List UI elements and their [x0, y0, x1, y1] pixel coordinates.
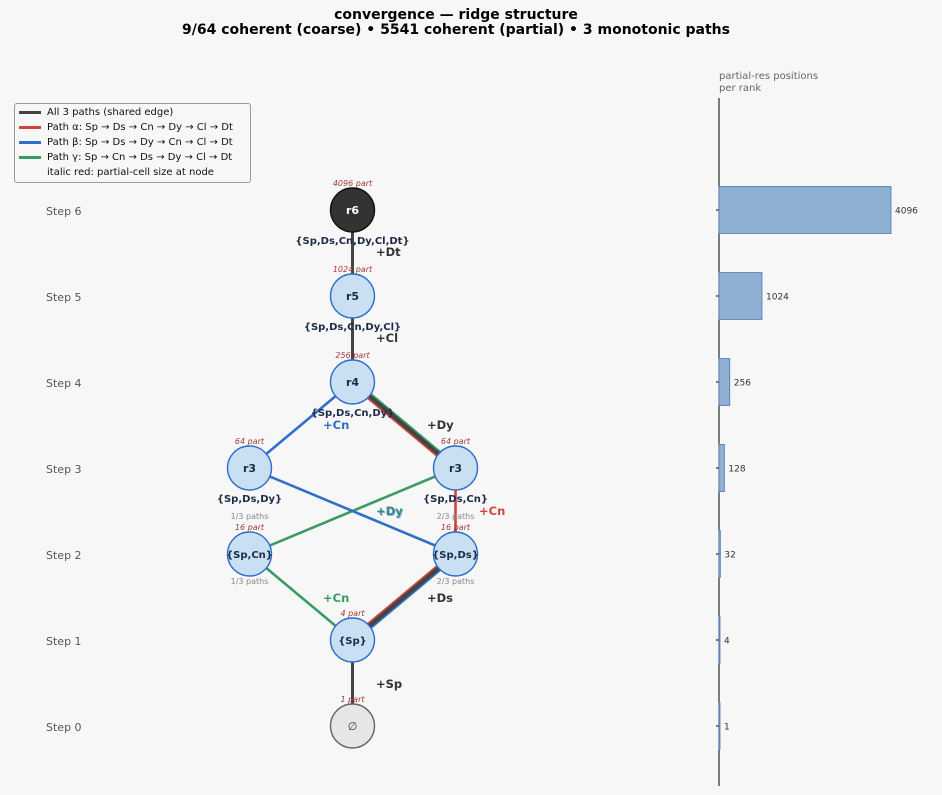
node-set-label: {Sp,Ds,Cn,Dy,Cl}	[304, 322, 401, 333]
node-label: {Sp,Cn}	[226, 550, 273, 561]
node-label: r5	[346, 290, 359, 303]
node	[226, 531, 273, 577]
step-label: Step 4	[46, 377, 82, 390]
node-set-label: {Sp,Ds,Cn,Dy}	[311, 408, 395, 419]
legend-swatch	[19, 125, 41, 129]
node-set-label: {Sp,Ds,Cn}	[423, 494, 488, 505]
node-paths-count: 1/3 paths	[231, 577, 269, 586]
legend-swatch	[19, 140, 41, 144]
step-label: Step 2	[46, 549, 82, 562]
bar-panel-title: partial-res positions	[719, 71, 818, 82]
edge-label: +Dt	[376, 245, 401, 259]
bar	[718, 186, 892, 234]
edge-label: +Dy	[377, 505, 404, 519]
node-part-size: 1 part	[340, 695, 365, 704]
node-paths-count: 2/3 paths	[437, 577, 475, 586]
edge-label: +Cl	[376, 331, 398, 345]
bar-value-label: 4	[724, 637, 730, 647]
bar-value-label: 32	[724, 551, 735, 561]
legend-swatch	[19, 110, 41, 114]
chart-subtitle: 9/64 coherent (coarse) • 5541 coherent (…	[182, 22, 730, 38]
step-label: Step 3	[46, 463, 82, 476]
edge-label: +Ds	[427, 591, 453, 605]
node	[432, 531, 479, 577]
node-paths-count: 1/3 paths	[231, 512, 269, 521]
bar-value-label: 1024	[766, 293, 789, 303]
node	[329, 273, 376, 319]
legend-label: Path β: Sp → Ds → Dy → Cn → Cl → Dt	[47, 137, 233, 148]
node-part-size: 4096 part	[333, 179, 373, 188]
edge-label: +Sp	[376, 677, 402, 691]
bar	[718, 702, 721, 750]
edge-label: +Dy	[376, 504, 403, 518]
edge-label: +Cn	[323, 418, 349, 432]
edge-beta	[248, 466, 457, 556]
node-label: r3	[243, 462, 256, 475]
legend-item: Path α: Sp → Ds → Cn → Dy → Cl → Dt	[19, 121, 233, 135]
node-label: {Sp,Ds}	[432, 550, 479, 561]
step-label: Step 0	[46, 721, 82, 734]
node-label: ∅	[348, 720, 358, 733]
node-part-size: 16 part	[235, 523, 265, 532]
node	[329, 617, 376, 663]
node-paths-count: 2/3 paths	[437, 512, 475, 521]
node-label: {Sp}	[338, 636, 367, 647]
node-part-size: 1024 part	[333, 265, 373, 274]
bar	[718, 272, 763, 320]
bar-value-label: 4096	[895, 207, 918, 217]
bar-panel: partial-res positions per rank 1 4 32 128 25…	[716, 71, 918, 786]
bar-value-label: 128	[728, 465, 745, 475]
node-top	[329, 187, 376, 233]
legend-item: Path β: Sp → Ds → Dy → Cn → Cl → Dt	[19, 136, 233, 150]
node-label: r4	[346, 376, 359, 389]
node-part-size: 64 part	[441, 437, 471, 446]
edge-label: +Cn	[323, 591, 349, 605]
step-label: Step 1	[46, 635, 82, 648]
node	[226, 445, 273, 491]
node-part-size: 64 part	[235, 437, 265, 446]
legend-label: All 3 paths (shared edge)	[47, 107, 174, 118]
node-part-size: 4 part	[340, 609, 365, 618]
node	[329, 359, 376, 405]
legend-label: Path α: Sp → Ds → Cn → Dy → Cl → Dt	[47, 122, 233, 133]
node-part-size: 256 part	[335, 351, 370, 360]
bar	[718, 444, 725, 492]
node-set-label: {Sp,Ds,Cn,Dy,Cl,Dt}	[295, 236, 409, 247]
node-part-size: 16 part	[441, 523, 471, 532]
edge-label: +Dy	[427, 418, 454, 432]
legend-swatch	[19, 155, 41, 159]
step-label: Step 6	[46, 205, 82, 218]
bar	[718, 530, 721, 578]
legend-item: italic red: partial-cell size at node	[19, 166, 214, 180]
node-empty	[329, 703, 376, 749]
bar	[718, 616, 721, 664]
legend-label: Path γ: Sp → Cn → Ds → Dy → Cl → Dt	[47, 152, 233, 163]
edge-label: +Cn	[479, 504, 505, 518]
step-label: Step 5	[46, 291, 82, 304]
legend-item: All 3 paths (shared edge)	[19, 106, 173, 120]
legend-label: italic red: partial-cell size at node	[47, 167, 214, 178]
chart-title: convergence — ridge structure	[334, 7, 578, 23]
legend-item: Path γ: Sp → Cn → Ds → Dy → Cl → Dt	[19, 151, 232, 165]
bar-value-label: 1	[724, 723, 730, 733]
node-label: r6	[346, 204, 359, 217]
bar	[718, 358, 731, 406]
node-label: r3	[449, 462, 462, 475]
bar-panel-title: per rank	[719, 83, 761, 94]
node-set-label: {Sp,Ds,Dy}	[217, 494, 282, 505]
node	[432, 445, 479, 491]
bar-value-label: 256	[734, 379, 751, 389]
legend: All 3 paths (shared edge) Path α: Sp → D…	[14, 103, 251, 183]
